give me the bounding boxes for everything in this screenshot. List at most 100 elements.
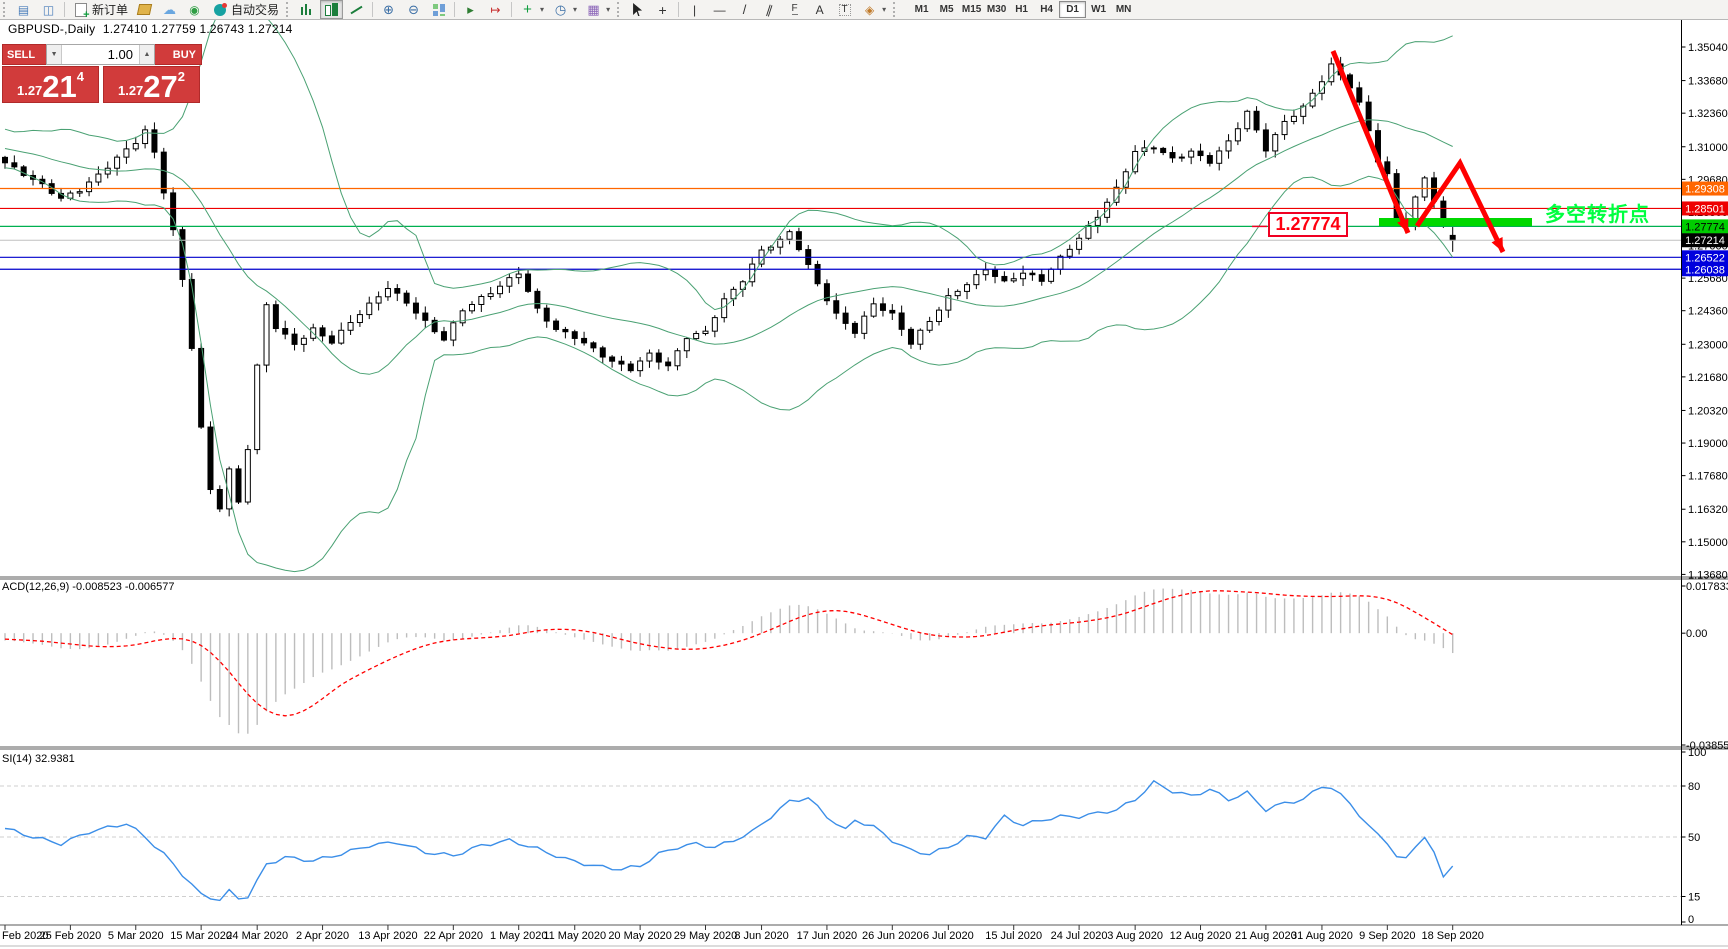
arrows-icon[interactable]: ◈ ▾ [858,0,889,19]
candle-body [833,300,840,314]
candle-body [898,312,905,330]
buy-button[interactable]: BUY [154,44,203,65]
candlestick-chart-icon[interactable] [320,0,344,19]
timeframe-mn[interactable]: MN [1115,4,1132,15]
candle-body [814,263,821,285]
price-tick-label: 1.31000 [1688,142,1728,154]
vertical-line-icon[interactable]: | [683,0,706,19]
mql5-community-icon[interactable]: ☁ [158,0,181,19]
chart-shift-icon[interactable]: ↦ [484,0,507,19]
zoom-out-icon: ⊖ [408,2,419,17]
timeframe-m1[interactable]: M1 [914,4,929,15]
tile-windows-icon[interactable] [427,0,450,19]
cursor-icon[interactable] [626,0,649,19]
price-level-flag[interactable]: 1.27774 [1268,212,1348,237]
timeframe-h1[interactable]: H1 [1015,4,1028,15]
volume-value[interactable]: 1.00 [107,47,133,62]
rsi-indicator-label: SI(14) 32.9381 [2,753,75,765]
sell-price-button[interactable]: 1.27 21 4 [2,66,99,103]
candle-body [76,191,83,194]
pane-separators [0,576,1728,947]
toolbar-drag-handle[interactable] [286,2,291,17]
turning-point-annotation[interactable]: 多空转折点 [1545,204,1650,226]
signals-icon[interactable]: ◉ [183,0,206,19]
vertical-line-icon: | [693,2,697,17]
sell-button[interactable]: SELL [2,44,47,65]
zoom-out-icon[interactable]: ⊖ [402,0,425,19]
price-tick-label: 1.17680 [1688,471,1728,483]
trendline-icon[interactable]: / [733,0,756,19]
volume-increase-button[interactable]: ▲ [138,45,154,64]
fibonacci-icon[interactable]: F [783,0,806,19]
templates-icon-dropdown[interactable]: ▾ [606,5,611,14]
red-trend-arrow-2[interactable] [1414,158,1506,254]
ask-pipette: 2 [177,69,186,84]
red-trend-arrow-1[interactable] [1330,50,1411,234]
bar-chart-icon[interactable] [295,0,318,19]
price-tick-label: 1.24360 [1688,306,1728,318]
candle-body [226,468,233,510]
line-chart-icon[interactable] [345,0,368,19]
candle-body [627,363,634,372]
auto-trading-button[interactable]: 自动交易 [208,0,282,19]
toolbar-separator [454,2,456,17]
candle-body [1057,255,1064,270]
chart-title: GBPUSD-,Daily 1.27410 1.27759 1.26743 1.… [8,22,293,36]
timeframe-m5[interactable]: M5 [939,4,954,15]
toolbar-drag-handle[interactable] [893,2,898,17]
date-tick-label: 15 Mar 2020 [170,930,232,942]
zoom-in-icon[interactable]: ⊕ [377,0,400,19]
timeframe-m30[interactable]: M30 [986,4,1007,15]
candle-body [1169,152,1176,159]
candle-body [637,360,644,372]
price-tick-label: 1.16320 [1688,504,1728,516]
candle-body [1178,156,1185,159]
candle-body [646,352,653,362]
periods-icon[interactable]: ◷ ▾ [549,0,580,19]
candle-body [609,356,616,362]
timeframe-w1[interactable]: W1 [1091,4,1107,15]
crosshair-icon[interactable]: + [651,0,674,19]
horizontal-line-icon[interactable]: — [708,0,731,19]
green-highlight-band[interactable] [1379,218,1532,226]
candle-body [851,322,858,334]
arrows-icon: ◈ [864,2,875,17]
candle-body [1281,120,1288,136]
volume-stepper[interactable]: ▼ 1.00 ▲ [46,44,155,65]
date-tick-label: 20 May 2020 [608,930,672,942]
volume-decrease-button[interactable]: ▼ [47,45,63,64]
indicators-icon[interactable]: + ▾ [516,0,547,19]
toolbar-drag-handle[interactable] [617,2,622,17]
buy-price-button[interactable]: 1.27 27 2 [103,66,200,103]
equidistant-channel-icon[interactable]: ∥ [758,0,781,19]
horizontal-line-icon: — [713,2,726,17]
toolbar-drag-handle[interactable] [3,2,8,17]
mql5-community-icon: ☁ [163,2,177,17]
history-center-icon[interactable] [133,0,156,19]
auto-scroll-icon[interactable]: ▸ [459,0,482,19]
price-scale[interactable]: 1.350401.336801.323601.310001.296801.283… [1681,20,1728,926]
candle-body [562,328,569,333]
text-label-icon[interactable]: T [833,0,856,19]
periods-icon-dropdown[interactable]: ▾ [573,5,578,14]
indicators-icon-dropdown[interactable]: ▾ [540,5,545,14]
new-order-button[interactable]: 新订单 [69,0,131,21]
chart-window-icon[interactable]: ▤ [12,0,35,19]
ask-big-digits: 27 [143,69,178,105]
profiles-icon[interactable]: ◫ [37,0,60,19]
timeframe-h4[interactable]: H4 [1040,4,1053,15]
price-tick-label: 1.32360 [1688,108,1728,120]
timeframe-d1[interactable]: D1 [1059,1,1087,18]
toolbar-separator [678,2,680,17]
candle-body [917,329,924,345]
candle-body [1206,155,1213,164]
text-icon[interactable]: A [808,0,831,19]
date-tick-label: 25 Feb 2020 [39,930,101,942]
candle-body [964,284,971,292]
timeframe-m15[interactable]: M15 [961,4,982,15]
arrows-icon-dropdown[interactable]: ▾ [882,5,887,14]
auto-trading-button [211,2,228,18]
templates-icon[interactable]: ▦ ▾ [582,0,613,19]
